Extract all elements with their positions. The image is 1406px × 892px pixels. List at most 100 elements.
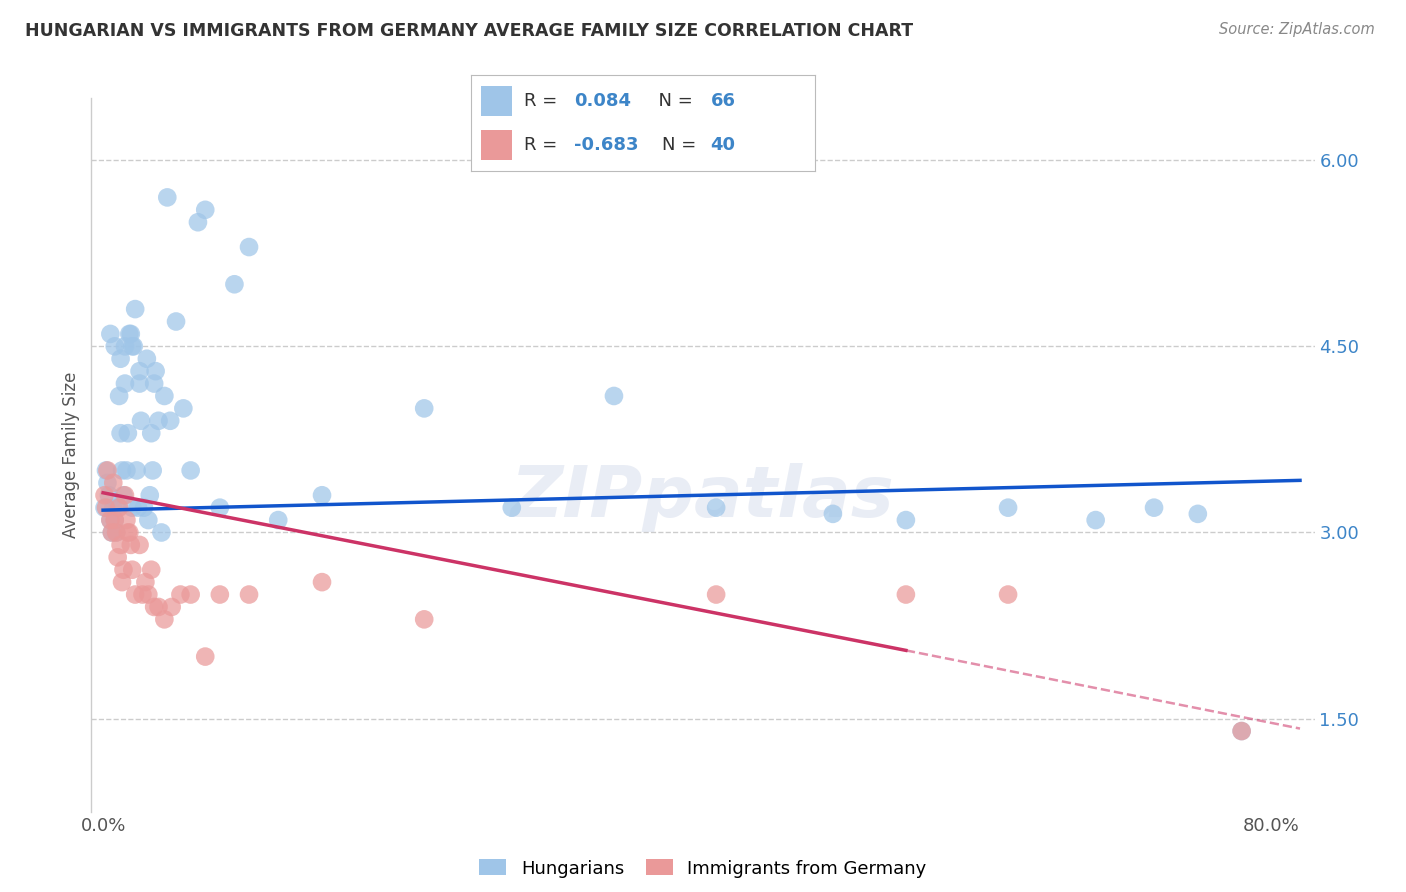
Point: [124, 588, 146, 602]
Point: [108, 389, 131, 403]
Point: [112, 488, 135, 502]
Point: [603, 389, 626, 403]
Bar: [481, 87, 512, 116]
Point: [413, 401, 436, 416]
Point: [127, 500, 149, 515]
Point: [98, 513, 121, 527]
Point: [180, 463, 202, 477]
Text: R =: R =: [524, 93, 564, 111]
Point: [821, 507, 844, 521]
Point: [122, 339, 145, 353]
Point: [997, 588, 1019, 602]
Text: Source: ZipAtlas.com: Source: ZipAtlas.com: [1219, 22, 1375, 37]
Point: [134, 575, 156, 590]
Text: HUNGARIAN VS IMMIGRANTS FROM GERMANY AVERAGE FAMILY SIZE CORRELATION CHART: HUNGARIAN VS IMMIGRANTS FROM GERMANY AVE…: [25, 22, 914, 40]
Y-axis label: Average Family Size: Average Family Size: [62, 372, 80, 538]
Point: [1084, 513, 1107, 527]
Point: [121, 500, 143, 515]
Point: [143, 376, 166, 391]
Point: [110, 351, 132, 366]
Text: 40: 40: [710, 136, 735, 153]
Point: [153, 389, 176, 403]
Point: [208, 500, 231, 515]
Text: ZIPpatlas: ZIPpatlas: [512, 463, 894, 533]
Point: [165, 314, 187, 328]
Point: [1187, 507, 1209, 521]
Point: [1230, 724, 1253, 739]
Text: 66: 66: [710, 93, 735, 111]
Point: [114, 488, 136, 502]
Point: [104, 513, 127, 527]
Point: [124, 302, 146, 317]
Point: [128, 538, 150, 552]
Point: [96, 463, 118, 477]
Point: [142, 463, 165, 477]
Point: [103, 475, 125, 490]
Point: [194, 649, 217, 664]
Point: [194, 202, 217, 217]
Text: N =: N =: [647, 93, 699, 111]
Point: [94, 463, 117, 477]
Point: [97, 488, 120, 502]
Point: [1143, 500, 1166, 515]
Point: [94, 500, 117, 515]
Point: [128, 376, 150, 391]
Point: [107, 500, 129, 515]
Point: [98, 513, 121, 527]
Point: [1230, 724, 1253, 739]
Bar: [481, 130, 512, 160]
Point: [108, 500, 131, 515]
Point: [101, 525, 124, 540]
Point: [118, 326, 141, 341]
Point: [150, 525, 173, 540]
Point: [238, 240, 260, 254]
Point: [704, 588, 727, 602]
Point: [136, 588, 159, 602]
Point: [98, 326, 121, 341]
Point: [894, 588, 917, 602]
Point: [311, 575, 333, 590]
Point: [132, 500, 155, 515]
Point: [180, 588, 202, 602]
Point: [141, 426, 163, 441]
Point: [148, 414, 170, 428]
Text: 0.084: 0.084: [575, 93, 631, 111]
Point: [96, 475, 118, 490]
Point: [93, 488, 115, 502]
Point: [105, 525, 128, 540]
Point: [104, 339, 127, 353]
Point: [136, 513, 159, 527]
Point: [125, 463, 148, 477]
Point: [114, 339, 136, 353]
Point: [117, 525, 139, 540]
Point: [101, 525, 124, 540]
Legend: Hungarians, Immigrants from Germany: Hungarians, Immigrants from Germany: [472, 852, 934, 885]
Point: [311, 488, 333, 502]
Point: [169, 588, 191, 602]
Point: [156, 190, 179, 204]
Point: [110, 538, 132, 552]
Point: [224, 277, 246, 292]
Point: [153, 612, 176, 626]
Point: [159, 414, 181, 428]
Point: [120, 326, 142, 341]
Point: [110, 426, 132, 441]
Point: [104, 513, 127, 527]
Text: N =: N =: [662, 136, 702, 153]
Point: [111, 463, 134, 477]
Point: [160, 599, 183, 614]
Point: [413, 612, 436, 626]
Point: [208, 588, 231, 602]
Point: [135, 351, 157, 366]
Point: [141, 563, 163, 577]
Point: [145, 364, 167, 378]
Point: [111, 575, 134, 590]
Point: [148, 599, 170, 614]
Point: [267, 513, 290, 527]
Point: [129, 414, 152, 428]
Point: [114, 376, 136, 391]
Point: [107, 550, 129, 565]
Point: [93, 500, 115, 515]
Point: [187, 215, 209, 229]
Point: [105, 525, 128, 540]
